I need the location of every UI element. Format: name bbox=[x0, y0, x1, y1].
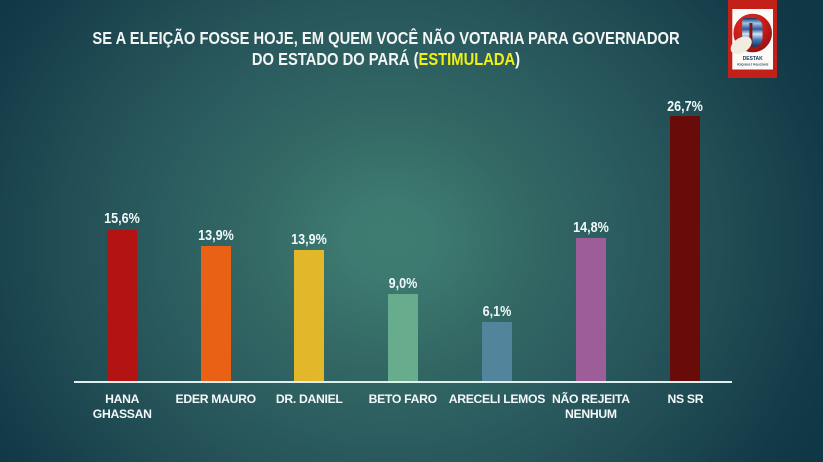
svg-text:DESTAK: DESTAK bbox=[743, 56, 764, 62]
svg-text:PESQUISAS E PUBLICIDADE: PESQUISAS E PUBLICIDADE bbox=[737, 62, 769, 66]
